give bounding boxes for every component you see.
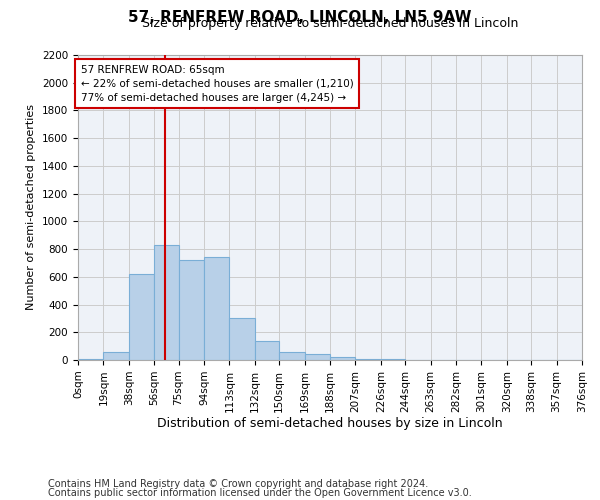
Bar	[355, 358, 381, 360]
Bar	[129, 274, 154, 360]
Bar	[279, 352, 305, 360]
Text: Contains HM Land Registry data © Crown copyright and database right 2024.: Contains HM Land Registry data © Crown c…	[48, 479, 428, 489]
Bar	[305, 354, 330, 360]
Text: Contains public sector information licensed under the Open Government Licence v3: Contains public sector information licen…	[48, 488, 472, 498]
Bar	[154, 245, 179, 360]
Text: 57 RENFREW ROAD: 65sqm
← 22% of semi-detached houses are smaller (1,210)
77% of : 57 RENFREW ROAD: 65sqm ← 22% of semi-det…	[80, 64, 353, 102]
Bar	[179, 260, 204, 360]
Bar	[255, 342, 279, 360]
Y-axis label: Number of semi-detached properties: Number of semi-detached properties	[26, 104, 37, 310]
Bar	[103, 352, 129, 360]
Bar	[330, 357, 355, 360]
Bar	[229, 318, 255, 360]
Title: Size of property relative to semi-detached houses in Lincoln: Size of property relative to semi-detach…	[142, 17, 518, 30]
X-axis label: Distribution of semi-detached houses by size in Lincoln: Distribution of semi-detached houses by …	[157, 418, 503, 430]
Bar	[78, 358, 103, 360]
Bar	[204, 258, 229, 360]
Text: 57, RENFREW ROAD, LINCOLN, LN5 9AW: 57, RENFREW ROAD, LINCOLN, LN5 9AW	[128, 10, 472, 25]
